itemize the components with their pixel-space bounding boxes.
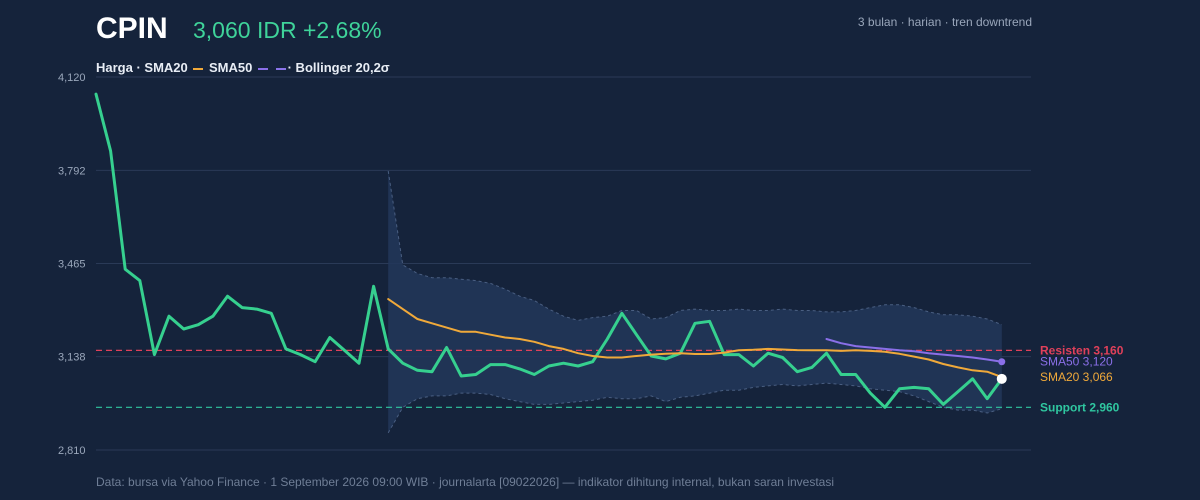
end-label-1: SMA50 3,120	[1040, 355, 1113, 369]
bollinger-band-fill	[388, 171, 1002, 433]
end-label-3: Support 2,960	[1040, 400, 1120, 414]
price-end-marker	[996, 373, 1007, 384]
series-line-sma50	[825, 338, 1003, 363]
y-tick-label-3: 3,138	[58, 352, 86, 364]
y-tick-label-2: 3,465	[58, 259, 86, 271]
ticker-symbol: CPIN	[96, 12, 168, 45]
bollinger-upper-line	[387, 170, 1002, 326]
footer-note: Data: bursa via Yahoo Finance · 1 Septem…	[96, 475, 834, 489]
sma50-end-marker	[998, 358, 1006, 366]
series-layer	[94, 92, 1007, 409]
y-tick-label-4: 2,810	[58, 445, 86, 457]
grid-layer: 4,120 3,792 3,465 3,138 2,810	[58, 72, 1031, 457]
legend-price-sma20-label: Harga · SMA20	[96, 60, 188, 75]
series-line-sma20	[387, 298, 1003, 379]
bollinger-lower-line	[387, 382, 1002, 434]
legend-sma20-swatch	[193, 67, 204, 70]
reference-lines	[96, 349, 1031, 408]
legend-sma50-label: SMA50	[209, 60, 253, 75]
price-change: 3,060 IDR +2.68%	[193, 17, 382, 43]
bollinger-layer	[387, 170, 1002, 434]
chart-legend: Harga · SMA20 SMA50 · Bollinger 20,2σ	[96, 60, 390, 75]
y-tick-label-0: 4,120	[58, 72, 86, 84]
chart-subtitle: 3 bulan · harian · tren downtrend	[857, 15, 1032, 29]
legend-bollinger-label: · Bollinger 20,2σ	[287, 60, 390, 75]
end-label-2: SMA20 3,066	[1040, 370, 1113, 384]
y-tick-label-1: 3,792	[58, 165, 86, 177]
series-line-harga	[94, 92, 1004, 409]
legend-sma50-swatch	[257, 67, 268, 70]
end-label-0: Resisten 3,160	[1040, 343, 1124, 357]
legend-bollinger-swatch	[275, 67, 286, 70]
